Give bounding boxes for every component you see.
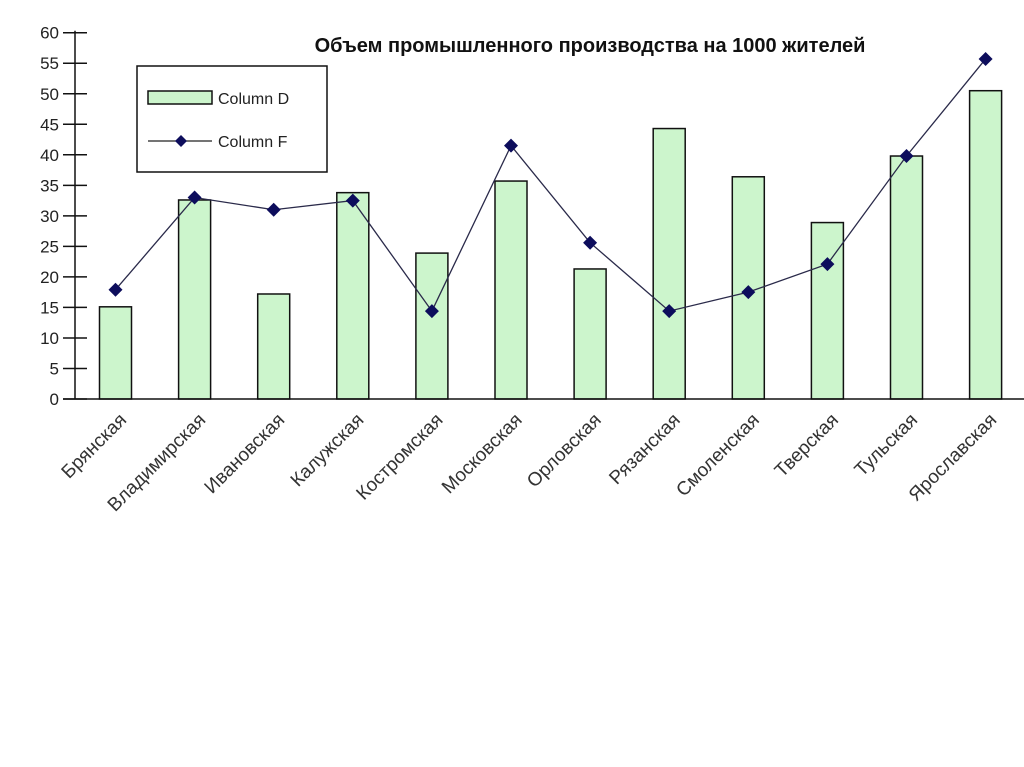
axes: 0 5 10 15 20 25 30 35 40 45 50 55 60 (40, 24, 1024, 409)
category-label: Тверская (771, 410, 843, 482)
bar-8 (652, 127, 686, 400)
category-label: Тульская (851, 410, 922, 481)
category-label: Калужская (287, 410, 368, 491)
y-tick-label: 5 (50, 359, 59, 378)
bar-6 (494, 180, 528, 400)
category-label: Ивановская (201, 410, 289, 498)
legend: Column D Column F (136, 65, 328, 173)
category-label: Московская (438, 410, 527, 499)
line-series (108, 51, 993, 319)
legend-label-column-d: Column D (218, 91, 289, 108)
y-tick-label: 0 (50, 390, 59, 409)
line-marker-2 (187, 190, 202, 205)
line-marker-6 (504, 138, 518, 153)
y-tick-label: 50 (40, 85, 59, 104)
legend-frame (136, 65, 328, 173)
bar-7 (573, 268, 607, 400)
y-tick-label: 30 (40, 207, 59, 226)
y-tick-label: 20 (40, 268, 59, 287)
line-marker-4 (345, 193, 360, 208)
bar-2 (177, 199, 212, 400)
y-tick-label: 60 (40, 24, 59, 43)
line-marker-9 (741, 285, 756, 300)
line-marker-10 (820, 257, 835, 272)
category-labels: БрянскаяВладимирскаяИвановскаяКалужскаяК… (58, 410, 1001, 516)
y-tick-label: 25 (40, 237, 59, 256)
chart-title: Объем промышленного производства на 1000… (315, 35, 866, 57)
bar-11 (889, 155, 924, 400)
bar-12 (968, 89, 1003, 400)
line-marker-11 (899, 149, 914, 164)
line-marker-8 (662, 304, 677, 319)
line-marker-12 (978, 51, 993, 66)
y-tick-label: 35 (40, 176, 59, 195)
y-tick-label: 10 (40, 329, 59, 348)
y-tick-label: 55 (40, 54, 59, 73)
line-marker-1 (108, 282, 123, 297)
legend-diamond-marker (175, 135, 187, 147)
bar-1 (98, 306, 133, 400)
line-path (115, 58, 987, 313)
y-tick-label: 40 (40, 146, 59, 165)
line-marker-7 (583, 235, 598, 250)
bar-3 (256, 293, 291, 400)
category-label: Орловская (523, 410, 605, 492)
bar-4 (336, 191, 370, 400)
bars-series (98, 89, 1003, 400)
line-marker-3 (266, 202, 281, 217)
category-label: Брянская (58, 410, 131, 483)
y-tick-label: 45 (40, 115, 59, 134)
category-label: Смоленская (672, 410, 763, 501)
category-label: Рязанская (605, 410, 684, 489)
legend-label-column-f: Column F (218, 134, 288, 151)
bar-5 (415, 252, 449, 400)
bar-10 (810, 221, 845, 400)
line-marker-5 (424, 304, 439, 319)
y-tick-label: 15 (40, 298, 59, 317)
legend-bar-swatch (147, 90, 213, 105)
